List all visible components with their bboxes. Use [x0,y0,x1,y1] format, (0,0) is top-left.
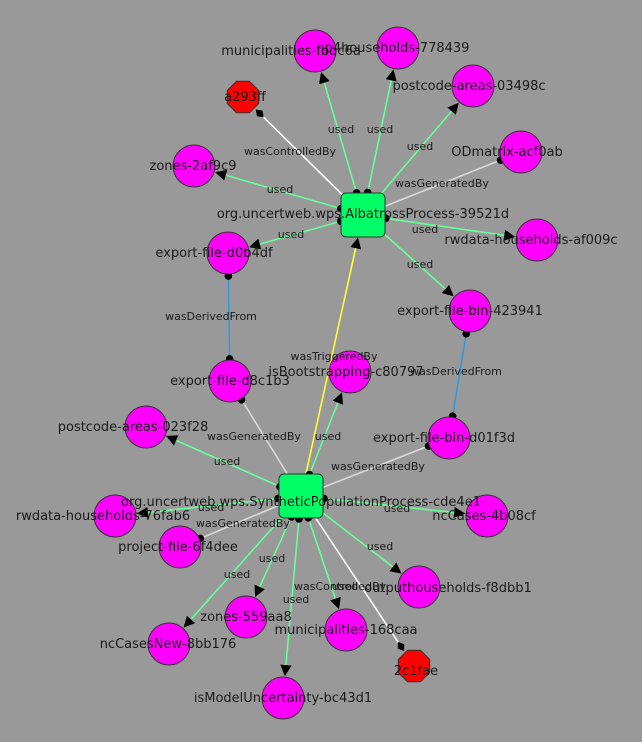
edge-label-generated: wasGeneratedBy [196,517,290,530]
process-node-org-uncertweb-wps-albatrossprocess-39521d[interactable] [340,192,386,238]
edge-label-used: used [267,183,293,196]
entity-node-isbootstrapping-c80797[interactable] [328,350,372,394]
entity-label-zones-559aa8: zones-559aa8 [200,610,292,625]
entity-node-export-file-bin-d01f3d[interactable] [427,416,471,460]
edge-used-p2-e_rw2 [136,494,282,519]
entity-label-export-file-d8c1b3: export-file-d8c1b3 [170,374,290,389]
entity-node-ismodeluncertainty-bc43d1[interactable] [261,676,305,720]
edge-used-p2-e_ncc [320,494,466,519]
edge-derived-e_expbin2-e_expbin1 [448,329,471,421]
entity-label-export-file-bin-423941: export-file-bin-423941 [397,304,543,319]
edge-label-used: used [315,430,341,443]
entity-label-rwdata-households-76fab6: rwdata-households-76fab6 [16,509,190,524]
entity-node-outputhouseholds-f8dbb1[interactable] [397,565,441,609]
edge-used-p1-e_zones1 [215,169,345,213]
edge-label-used: used [407,140,433,153]
entity-label-outputhouseholds-f8dbb1: outputhouseholds-f8dbb1 [364,581,531,596]
entity-label-isbootstrapping-c80797: isBootstrapping-c80797 [268,365,423,380]
edge-label-derived: wasDerivedFrom [165,310,257,323]
edge-label-used: used [283,593,309,606]
agent-label-2c1fae: 2c1fae [394,664,438,679]
entity-label-nccasesnew-8bb176: ncCasesNew-8bb176 [100,637,237,652]
entity-node-nccases-4b08cf[interactable] [465,494,509,538]
edge-label-generated: wasGeneratedBy [331,460,425,473]
edge-label-used: used [278,228,304,241]
entity-label-ismodeluncertainty-bc43d1: isModelUncertainty-bc43d1 [194,691,372,706]
entity-label-postcode-areas-023f28: postcode-areas-023f28 [58,420,209,435]
edge-used-p2-e_nccnew [183,509,290,628]
edge-used-p2-e_muni2 [304,513,341,610]
edge-generated-e_expbin2-p2 [323,442,433,488]
process-label-org-uncertweb-wps-syntheticpopulationprocess-cde4e1: org.uncertweb.wps.SyntheticPopulationPro… [121,495,481,510]
entity-label-municipalities-168caa: municipalities-168caa [274,623,417,638]
edge-label-generated: wasGeneratedBy [207,430,301,443]
entity-node-export-file-d8c1b3[interactable] [208,359,252,403]
entity-node-municipalities-168caa[interactable] [324,608,368,652]
agent-label-a293ff: a293ff [224,90,267,105]
edge-label-used: used [384,502,410,515]
entity-node-municipalities-fbdc6a[interactable] [293,29,337,73]
edge-label-used: used [332,580,358,593]
edge-label-used: used [407,258,433,271]
entity-label-export-file-bin-d01f3d: export-file-bin-d01f3d [373,431,515,446]
entity-label-odmatrix-acf0ab: ODmatrix-acf0ab [451,145,563,160]
edge-label-controlled: wasControlledBy [294,580,387,593]
entity-label-rwdata-households-af009c: rwdata-households-af009c [444,233,617,248]
edge-label-triggered: wasTriggeredBy [291,350,378,363]
entity-label-postcode-areas-03498c: postcode-areas-03498c [392,79,545,94]
entity-label-export-file-d0b4df: export-file-d0b4df [155,246,273,261]
edge-used-p1-e_expbin1 [376,226,454,297]
edge-label-used: used [259,552,285,565]
entity-label-municipalities-fbdc6a: municipalities-fbdc6a [221,44,361,59]
entity-node-export-file-d0b4df[interactable] [206,231,250,275]
edge-used-p1-e_pc1 [374,102,459,202]
nodes-layer [93,26,559,720]
agent-node-a293ff[interactable] [226,80,260,114]
entity-node-rwdata-households-af009c[interactable] [515,218,559,262]
edge-label-used: used [367,123,393,136]
entity-node-nccasesnew-8bb176[interactable] [147,622,191,666]
entity-node-p4households-778439[interactable] [376,26,420,70]
edge-label-used: used [198,501,224,514]
edge-label-used: used [367,540,393,553]
entity-node-zones-559aa8[interactable] [224,595,268,639]
edge-used-p1-e_muni1 [318,71,361,197]
entity-label-zones-2af9c9: zones-2af9c9 [150,159,237,174]
edge-label-used: used [224,568,250,581]
agent-node-2c1fae[interactable] [397,649,431,683]
edge-label-used: used [412,223,438,236]
entity-node-export-file-bin-423941[interactable] [448,289,492,333]
process-node-org-uncertweb-wps-syntheticpopulationprocess-cde4e1[interactable] [278,473,324,519]
edge-label-used: used [328,123,354,136]
edge-derived-e_exp2-e_exp1 [224,272,234,363]
entity-node-postcode-areas-03498c[interactable] [451,64,495,108]
edge-used-p2-e_model [280,515,303,677]
entity-label-project-file-6f4dee: project-file-6f4dee [118,540,238,555]
entity-node-zones-2af9c9[interactable] [172,144,216,188]
edge-used-p2-e_boot [305,392,344,479]
edge-used-p2-e_pc2 [165,435,284,491]
edge-label-controlled: wasControlledBy [244,145,337,158]
process-label-org-uncertweb-wps-albatrossprocess-39521d: org.uncertweb.wps.AlbatrossProcess-39521… [217,207,509,222]
entity-label-p4households-778439: p4households-778439 [325,41,470,56]
entity-node-project-file-6f4dee[interactable] [158,525,202,569]
edge-label-used: used [214,455,240,468]
edge-controlled-p2-a2 [313,514,405,652]
entity-label-nccases-4b08cf: ncCases-4b08cf [432,509,536,524]
edge-label-generated: wasGeneratedBy [395,177,489,190]
entity-node-postcode-areas-023f28[interactable] [124,405,168,449]
edge-generated-e_od-p1 [384,156,505,207]
edges-layer [136,69,516,677]
entity-node-rwdata-households-76fab6[interactable] [93,494,137,538]
edge-used-p1-e_exp1 [249,217,345,250]
entity-node-odmatrix-acf0ab[interactable] [499,130,543,174]
edge-label-derived: wasDerivedFrom [410,365,502,378]
